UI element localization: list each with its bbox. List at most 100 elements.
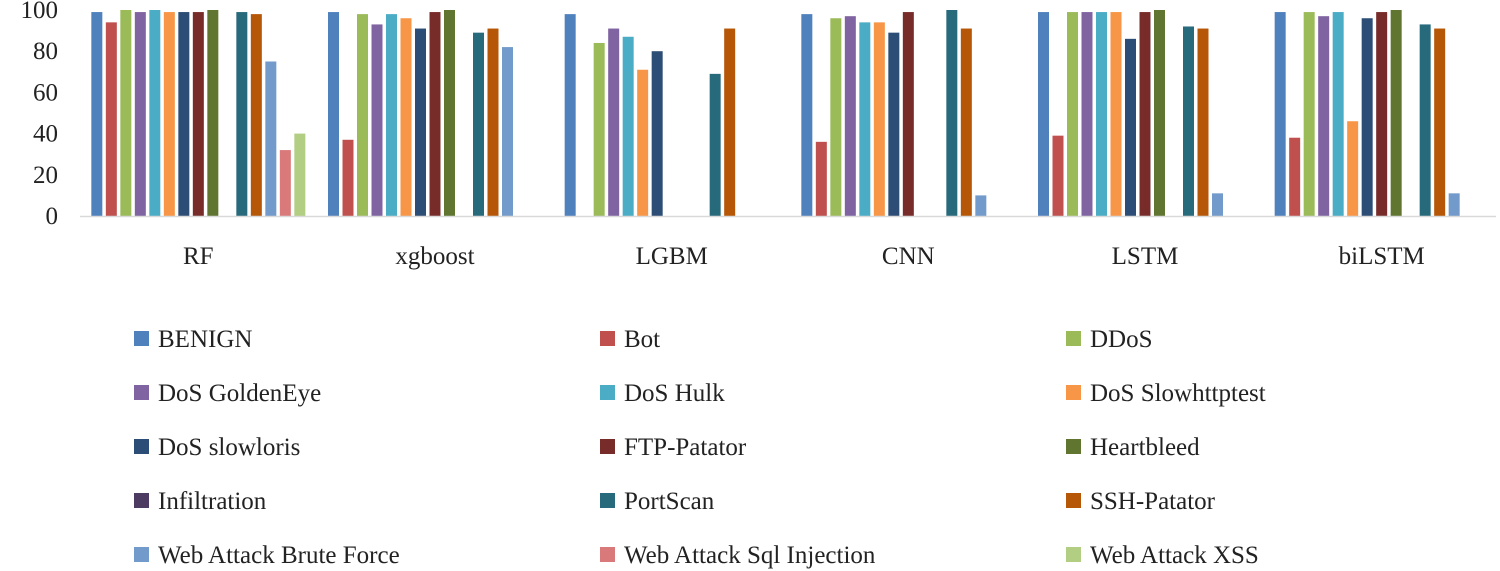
legend-swatch-dos-slowhttptest: [1066, 385, 1081, 400]
bar-xgboost-portscan: [473, 32, 484, 216]
y-tick-label-40: 40: [33, 121, 58, 148]
bar-lgbm-dos-hulk: [622, 36, 634, 216]
bar-xgboost-benign: [328, 12, 339, 217]
legend-label-ftp-patator: FTP-Patator: [624, 434, 747, 461]
legend-label-dos-slowhttptest: DoS Slowhttptest: [1090, 380, 1266, 407]
bar-bilstm-bot: [1289, 137, 1301, 216]
bar-lgbm-benign: [564, 14, 576, 217]
bar-cnn-portscan: [946, 10, 958, 216]
bar-rf-web-attack-xss: [294, 133, 306, 216]
bar-bilstm-dos-hulk: [1332, 12, 1344, 217]
bar-bilstm-dos-slowhttptest: [1347, 121, 1359, 216]
bar-lgbm-ddos: [593, 42, 605, 217]
bar-bilstm-web-attack-brute-force: [1448, 193, 1460, 216]
x-tick-label-xgboost: xgboost: [395, 243, 474, 270]
bar-rf-bot: [105, 22, 117, 216]
bar-xgboost-dos-goldeneye: [371, 24, 383, 217]
legend-swatch-dos-hulk: [600, 385, 615, 400]
bar-rf-portscan: [236, 12, 248, 217]
bar-cnn-bot: [815, 141, 827, 216]
bar-xgboost-heartbleed: [444, 10, 455, 216]
x-tick-label-cnn: CNN: [882, 243, 935, 270]
bar-bilstm-ssh-patator: [1434, 28, 1446, 216]
legend-swatch-web-attack-xss: [1066, 547, 1081, 562]
bar-bilstm-heartbleed: [1390, 10, 1402, 216]
bar-rf-dos-slowhttptest: [163, 12, 175, 217]
legend-swatch-dos-slowloris: [134, 439, 149, 454]
bar-cnn-dos-hulk: [859, 22, 871, 216]
bar-lstm-ssh-patator: [1197, 28, 1209, 216]
legend-label-infiltration: Infiltration: [158, 488, 267, 515]
y-axis-tick-labels: 0 20 40 60 80 100: [21, 0, 59, 230]
x-tick-label-bilstm: biLSTM: [1339, 243, 1425, 270]
legend-swatch-web-attack-sql-injection: [600, 547, 615, 562]
x-tick-label-rf: RF: [183, 243, 214, 270]
legend-swatch-ssh-patator: [1066, 493, 1081, 508]
bar-xgboost-ddos: [357, 14, 368, 217]
bar-rf-ftp-patator: [192, 12, 204, 217]
bar-lstm-dos-slowhttptest: [1110, 12, 1122, 217]
bar-cnn-dos-goldeneye: [844, 16, 856, 217]
legend-label-dos-slowloris: DoS slowloris: [158, 434, 300, 461]
x-tick-label-lstm: LSTM: [1112, 243, 1179, 270]
bar-lstm-ftp-patator: [1139, 12, 1151, 217]
bar-bilstm-portscan: [1419, 24, 1431, 217]
bar-xgboost-dos-slowhttptest: [400, 18, 412, 216]
y-tick-label-0: 0: [46, 203, 59, 230]
bar-lgbm-dos-slowhttptest: [637, 69, 649, 217]
bar-lstm-bot: [1052, 135, 1064, 216]
bar-xgboost-web-attack-brute-force: [502, 47, 513, 216]
legend-swatch-heartbleed: [1066, 439, 1081, 454]
bar-rf-web-attack-brute-force: [265, 61, 277, 216]
bar-lstm-ddos: [1067, 12, 1078, 217]
y-tick-label-20: 20: [33, 162, 58, 189]
bar-xgboost-ftp-patator: [429, 12, 441, 217]
bar-rf-heartbleed: [207, 10, 219, 216]
bar-cnn-benign: [801, 14, 813, 217]
legend-label-bot: Bot: [624, 326, 660, 353]
bar-rf-dos-goldeneye: [134, 12, 146, 217]
bar-lstm-heartbleed: [1154, 10, 1165, 216]
bar-rf-web-attack-sql-injection: [279, 150, 291, 216]
legend-label-heartbleed: Heartbleed: [1090, 434, 1200, 461]
bar-rf-ssh-patator: [250, 14, 262, 217]
bar-cnn-dos-slowhttptest: [873, 22, 885, 216]
bar-cnn-web-attack-brute-force: [975, 195, 987, 216]
bar-rf-benign: [91, 12, 103, 217]
bar-cnn-ddos: [830, 18, 842, 216]
bar-rf-dos-slowloris: [178, 12, 190, 217]
legend-label-ddos: DDoS: [1090, 326, 1153, 353]
legend-label-benign: BENIGN: [158, 326, 252, 353]
bar-bilstm-dos-slowloris: [1361, 18, 1373, 216]
legend-label-web-attack-xss: Web Attack XSS: [1090, 542, 1259, 569]
bar-lstm-portscan: [1183, 26, 1194, 217]
bar-bilstm-ftp-patator: [1376, 12, 1388, 217]
bar-cnn-ftp-patator: [902, 12, 914, 217]
bar-rf-ddos: [120, 10, 132, 216]
bar-lgbm-portscan: [709, 73, 721, 216]
legend-swatch-ddos: [1066, 331, 1081, 346]
y-tick-label-80: 80: [33, 38, 58, 65]
legend-swatch-portscan: [600, 493, 615, 508]
bar-cnn-dos-slowloris: [888, 32, 900, 216]
bar-lstm-web-attack-brute-force: [1212, 193, 1223, 216]
bar-xgboost-dos-slowloris: [415, 28, 426, 216]
bar-xgboost-dos-hulk: [386, 14, 397, 217]
bar-lgbm-dos-slowloris: [651, 51, 663, 217]
legend-label-web-attack-brute-force: Web Attack Brute Force: [158, 542, 400, 569]
bar-lstm-benign: [1038, 12, 1049, 217]
legend-swatch-dos-goldeneye: [134, 385, 149, 400]
legend: BENIGN Bot DDoS DoS GoldenEye DoS Hulk DoS Sl…: [134, 326, 1266, 569]
legend-label-ssh-patator: SSH-Patator: [1090, 488, 1216, 515]
bar-bilstm-benign: [1274, 12, 1286, 217]
bar-lstm-dos-goldeneye: [1081, 12, 1093, 217]
bar-cnn-ssh-patator: [960, 28, 972, 216]
bar-bilstm-ddos: [1303, 12, 1315, 217]
legend-swatch-ftp-patator: [600, 439, 615, 454]
legend-label-web-attack-sql-injection: Web Attack Sql Injection: [624, 542, 876, 569]
legend-swatch-bot: [600, 331, 615, 346]
legend-swatch-web-attack-brute-force: [134, 547, 149, 562]
legend-label-dos-goldeneye: DoS GoldenEye: [158, 380, 321, 407]
y-tick-label-60: 60: [33, 79, 58, 106]
